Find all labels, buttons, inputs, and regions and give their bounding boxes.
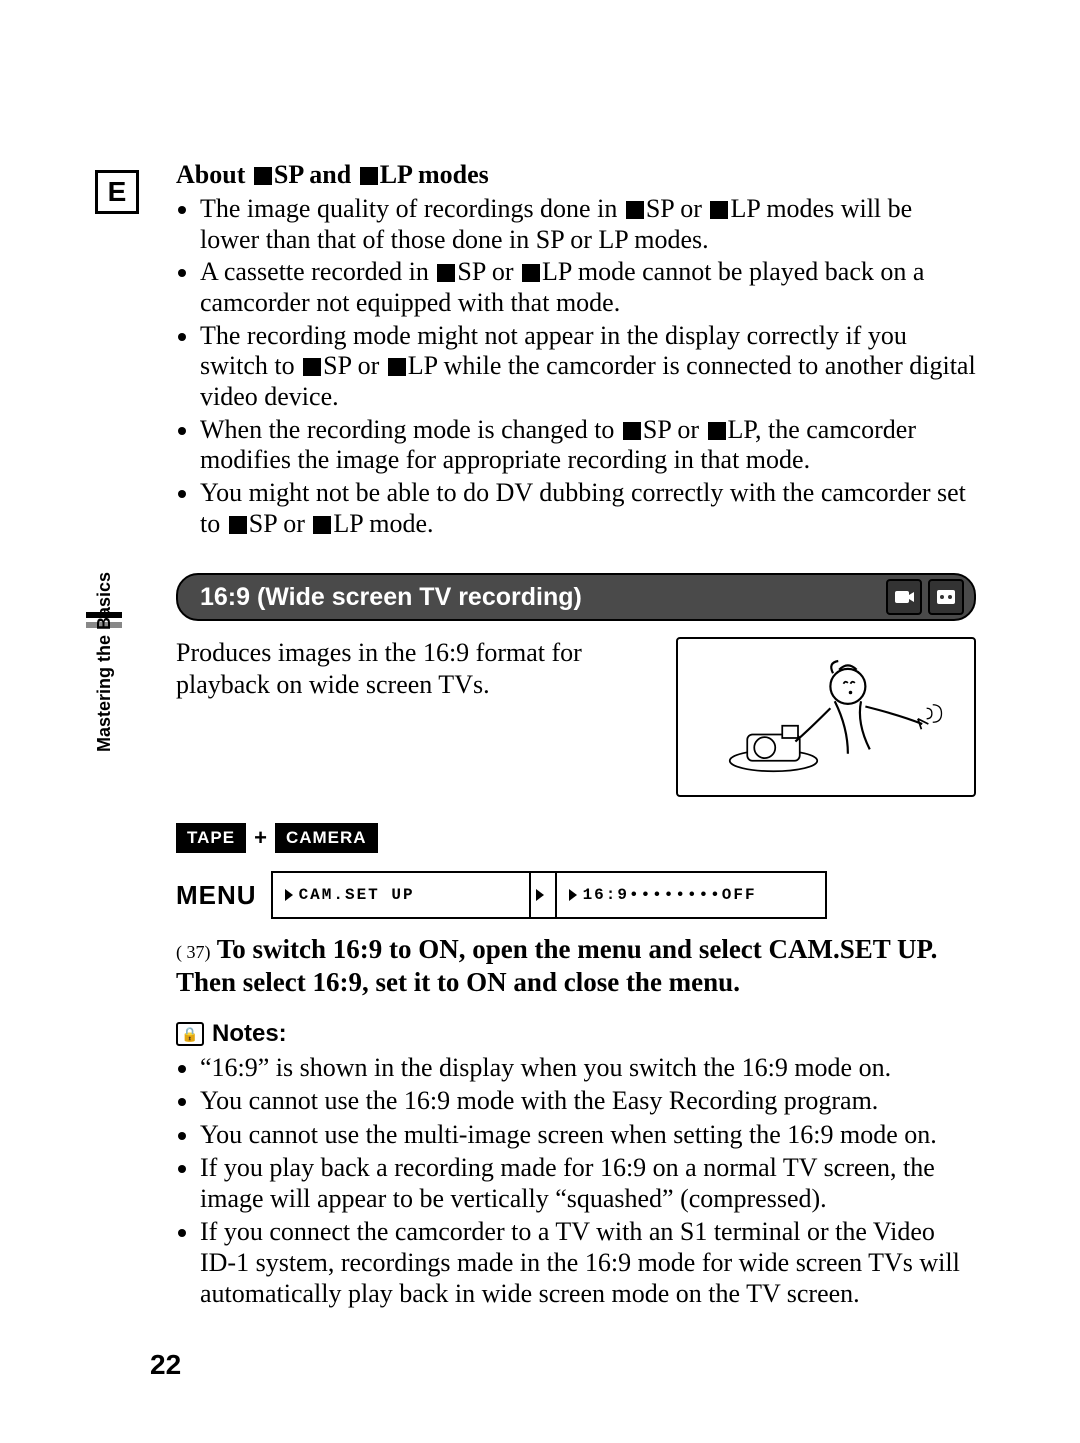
menu-label: MENU — [176, 871, 271, 919]
feature-heading: 16:9 (Wide screen TV recording) — [178, 583, 582, 612]
about-heading-text: About — [176, 160, 252, 189]
notes-item: If you connect the camcorder to a TV wit… — [200, 1216, 976, 1310]
card-icon — [522, 264, 540, 282]
card-icon — [388, 358, 406, 376]
tab-label: Mastering the Basics — [94, 572, 115, 752]
instruction-body: To switch 16:9 to ON, open the menu and … — [176, 934, 937, 996]
camera-chip: CAMERA — [275, 823, 378, 853]
menu-step-2: 16:9••••••••OFF — [557, 871, 827, 919]
about-heading-text: SP and — [274, 160, 358, 189]
notes-icon: 🔒 — [176, 1022, 204, 1046]
notes-heading: 🔒 Notes: — [176, 1020, 976, 1048]
notes-list: “16:9” is shown in the display when you … — [176, 1052, 976, 1310]
card-icon — [708, 422, 726, 440]
page-reference: ( 37) — [176, 942, 211, 962]
triangle-right-icon — [536, 889, 544, 901]
manual-page: E Mastering the Basics About SP and LP m… — [0, 0, 1080, 1443]
card-icon — [254, 167, 272, 185]
about-bullet: You might not be able to do DV dubbing c… — [200, 478, 976, 539]
card-icon — [313, 516, 331, 534]
tape-chip: TAPE — [176, 823, 246, 853]
menu-step-1: CAM.SET UP — [271, 871, 531, 919]
card-icon — [437, 264, 455, 282]
triangle-right-icon — [285, 889, 293, 901]
about-bullet: The image quality of recordings done in … — [200, 194, 976, 255]
about-bullet: The recording mode might not appear in t… — [200, 321, 976, 413]
feature-description-row: Produces images in the 16:9 format for p… — [176, 637, 976, 797]
menu-arrow — [531, 871, 557, 919]
about-bullet-list: The image quality of recordings done in … — [176, 194, 976, 539]
tape-mode-icon — [928, 579, 964, 615]
card-icon — [710, 201, 728, 219]
main-column: About SP and LP modes The image quality … — [176, 160, 976, 1310]
instruction-text: ( 37) To switch 16:9 to ON, open the men… — [176, 933, 976, 998]
card-icon — [360, 167, 378, 185]
page-number: 22 — [150, 1349, 181, 1381]
feature-icon-group — [886, 579, 964, 615]
about-heading-text: LP modes — [380, 160, 489, 189]
card-icon — [229, 516, 247, 534]
language-badge: E — [95, 170, 139, 214]
notes-item: You cannot use the 16:9 mode with the Ea… — [200, 1085, 976, 1116]
feature-description: Produces images in the 16:9 format for p… — [176, 637, 646, 797]
widescreen-illustration — [676, 637, 976, 797]
feature-heading-bar: 16:9 (Wide screen TV recording) — [176, 573, 976, 621]
about-heading: About SP and LP modes — [176, 160, 976, 190]
card-icon — [623, 422, 641, 440]
camera-mode-icon — [886, 579, 922, 615]
notes-heading-text: Notes: — [212, 1020, 287, 1048]
card-icon — [626, 201, 644, 219]
section-tab: Mastering the Basics — [86, 612, 122, 752]
card-icon — [303, 358, 321, 376]
menu-step-text: CAM.SET UP — [299, 886, 415, 904]
menu-step-text: 16:9••••••••OFF — [583, 886, 757, 904]
notes-item: If you play back a recording made for 16… — [200, 1152, 976, 1214]
mode-selector-row: TAPE + CAMERA — [176, 823, 976, 853]
menu-path-row: MENU CAM.SET UP 16:9••••••••OFF — [176, 871, 976, 919]
notes-item: You cannot use the multi-image screen wh… — [200, 1119, 976, 1150]
about-bullet: A cassette recorded in SP or LP mode can… — [200, 257, 976, 318]
about-bullet: When the recording mode is changed to SP… — [200, 415, 976, 476]
notes-item: “16:9” is shown in the display when you … — [200, 1052, 976, 1083]
plus-sign: + — [254, 825, 267, 851]
triangle-right-icon — [569, 889, 577, 901]
